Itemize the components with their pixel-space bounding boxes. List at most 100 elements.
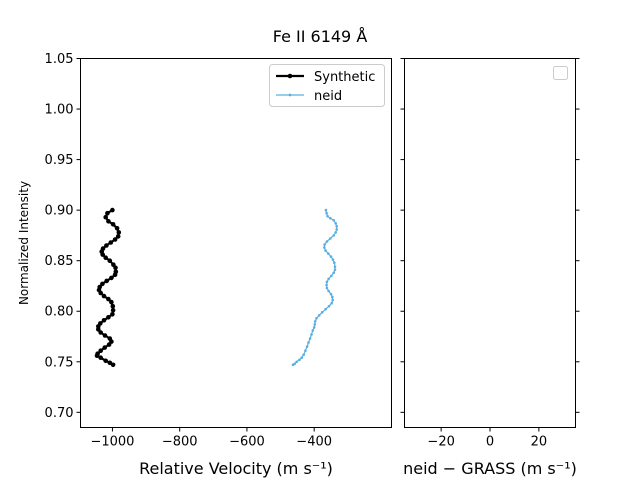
y-tick-label: 0.80 [45, 305, 74, 320]
legend-label-synthetic: Synthetic [314, 70, 375, 85]
main-axes-frame [80, 58, 392, 428]
data-point-synthetic [110, 307, 116, 313]
data-point-synthetic [102, 333, 108, 338]
x-tick-label: −800 [162, 435, 198, 450]
residual-x-axis: −20 0 20 [427, 427, 548, 450]
main-axes: 0.70 0.75 0.80 0.85 0.90 0.95 1.00 1.05 −1000 −8… [17, 52, 392, 478]
figure-title: Fe II 6149 Å [273, 27, 368, 46]
legend-marker-neid [288, 93, 292, 97]
data-point-neid [326, 214, 329, 218]
data-point-synthetic [100, 281, 105, 287]
data-point-neid [325, 286, 329, 290]
legend-entry-neid: neid [276, 89, 342, 104]
data-point-neid [330, 301, 334, 305]
data-point-neid [310, 333, 313, 336]
data-point-neid [307, 341, 310, 344]
legend-entry-synthetic: Synthetic [276, 70, 375, 85]
data-point-synthetic [116, 230, 122, 235]
data-point-neid [329, 292, 333, 296]
data-point-neid [298, 358, 301, 362]
x-tick-label: −400 [296, 435, 332, 450]
data-point-synthetic [98, 355, 103, 361]
data-point-synthetic [110, 207, 115, 213]
y-tick-label: 0.85 [45, 254, 74, 269]
x-tick-label: −600 [229, 435, 265, 450]
data-point-synthetic [101, 318, 107, 323]
data-point-neid [332, 234, 336, 237]
data-point-synthetic [113, 265, 118, 271]
data-point-synthetic [103, 214, 108, 220]
data-point-neid [335, 228, 339, 231]
data-point-synthetic [101, 293, 107, 299]
data-point-neid [327, 304, 331, 308]
data-point-synthetic [114, 226, 120, 231]
data-point-synthetic [112, 272, 118, 278]
residual-x-axis-label: neid − GRASS (m s⁻¹) [403, 459, 577, 478]
data-point-synthetic [110, 303, 116, 309]
data-point-neid [302, 353, 306, 357]
y-tick-label: 0.75 [45, 355, 74, 370]
data-point-neid [323, 243, 326, 246]
data-point-synthetic [105, 210, 110, 216]
series-line-neid [292, 209, 338, 366]
residual-x-tick-label: −20 [427, 435, 454, 450]
data-point-neid [304, 349, 307, 353]
data-point-neid [295, 360, 299, 364]
legend: Synthetic neid [269, 64, 385, 107]
data-point-synthetic [107, 360, 113, 366]
data-point-synthetic [106, 296, 111, 302]
data-point-synthetic [102, 345, 107, 350]
data-point-neid [313, 320, 317, 323]
data-point-synthetic [110, 362, 116, 368]
residual-axes: −20 0 20 neid − GRASS (m s⁻¹) [400, 58, 580, 478]
data-point-neid [323, 246, 326, 249]
data-point-neid [320, 311, 324, 314]
data-point-neid [325, 211, 328, 215]
data-point-neid [335, 225, 339, 228]
y-axis-label: Normalized Intensity [17, 181, 31, 305]
y-axis: 0.70 0.75 0.80 0.85 0.90 0.95 1.00 1.05 [45, 52, 81, 421]
data-point-neid [325, 240, 329, 243]
data-point-neid [329, 216, 332, 220]
data-point-neid [332, 219, 336, 222]
data-point-neid [325, 280, 329, 284]
data-point-synthetic [103, 255, 108, 260]
data-point-neid [331, 298, 335, 302]
data-point-synthetic [109, 299, 114, 305]
data-point-neid [324, 307, 327, 311]
data-point-neid [317, 314, 321, 317]
data-point-synthetic [104, 243, 109, 248]
data-point-synthetic [110, 312, 115, 317]
data-point-neid [308, 337, 312, 340]
y-tick-label: 0.95 [45, 153, 74, 168]
data-point-neid [312, 326, 316, 329]
data-point-neid [333, 265, 337, 269]
residual-x-tick-label: 20 [531, 435, 548, 450]
data-point-synthetic [110, 222, 116, 227]
data-point-synthetic [112, 237, 118, 242]
data-point-synthetic [104, 278, 109, 284]
data-point-neid [334, 222, 338, 225]
legend-label-neid: neid [314, 89, 342, 104]
y-tick-label: 0.90 [45, 204, 74, 219]
data-point-synthetic [106, 342, 112, 347]
data-point-neid [332, 271, 336, 275]
y-tick-label: 0.70 [45, 406, 74, 421]
legend-marker-synthetic [287, 73, 293, 79]
data-point-neid [329, 237, 332, 240]
data-point-synthetic [115, 234, 121, 239]
residual-legend-box [553, 66, 568, 80]
data-point-neid [327, 252, 330, 255]
data-point-neid [305, 345, 309, 348]
data-point-neid [334, 231, 338, 234]
data-point-neid [313, 323, 317, 326]
x-tick-label: −1000 [90, 435, 134, 450]
data-point-neid [311, 329, 315, 332]
data-point-neid [315, 317, 318, 320]
data-point-synthetic [106, 315, 111, 320]
data-point-neid [331, 258, 335, 262]
data-point-neid [325, 283, 328, 287]
data-point-synthetic [98, 330, 103, 335]
data-point-neid [300, 356, 304, 360]
